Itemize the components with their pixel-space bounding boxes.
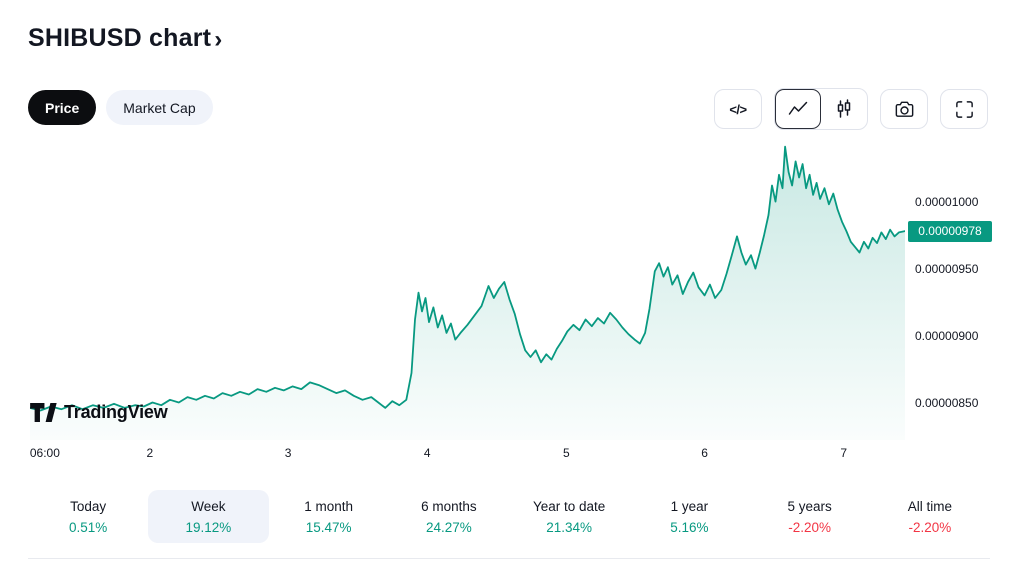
range-change: 19.12% bbox=[185, 519, 232, 535]
range-bar: Today 0.51% Week 19.12% 1 month 15.47% 6 month… bbox=[28, 490, 990, 543]
range-change: 24.27% bbox=[425, 519, 472, 535]
source-code-button[interactable]: </> bbox=[714, 89, 762, 129]
fullscreen-button[interactable] bbox=[940, 89, 988, 129]
price-chart-svg[interactable] bbox=[30, 140, 905, 440]
range-5-years[interactable]: 5 years -2.20% bbox=[750, 490, 870, 543]
toggle-price[interactable]: Price bbox=[28, 90, 97, 125]
price-scale-label: 0.00001000 bbox=[915, 194, 979, 209]
chart-toolbar: </> bbox=[714, 88, 988, 130]
range-year-to-date[interactable]: Year to date 21.34% bbox=[509, 490, 629, 543]
area-chart-icon bbox=[788, 101, 808, 115]
range-all-time[interactable]: All time -2.20% bbox=[870, 490, 990, 543]
range-change: 5.16% bbox=[670, 519, 709, 535]
chevron-right-icon[interactable]: › bbox=[214, 25, 223, 53]
tradingview-logo-icon bbox=[30, 402, 57, 423]
range-6-months[interactable]: 6 months 24.27% bbox=[389, 490, 509, 543]
current-price-badge: 0.00000978 bbox=[908, 221, 992, 243]
candlestick-icon bbox=[837, 99, 851, 118]
code-icon: </> bbox=[729, 101, 747, 117]
bottom-divider bbox=[28, 558, 990, 559]
time-scale-label: 4 bbox=[423, 446, 431, 460]
series-toggle-group: Price Market Cap bbox=[28, 90, 213, 125]
toggle-market-cap[interactable]: Market Cap bbox=[106, 90, 213, 125]
price-scale[interactable]: 0.00001000 0.00000950 0.00000900 0.00000850… bbox=[908, 140, 1016, 440]
tradingview-watermark: TradingView bbox=[30, 402, 168, 423]
range-change: -2.20% bbox=[908, 519, 952, 535]
time-scale-label: 06:00 bbox=[29, 446, 60, 460]
price-scale-label: 0.00000900 bbox=[915, 328, 979, 343]
range-1-month[interactable]: 1 month 15.47% bbox=[269, 490, 389, 543]
range-change: 21.34% bbox=[546, 519, 593, 535]
page-title[interactable]: SHIBUSD chart › bbox=[28, 24, 222, 53]
price-scale-label: 0.00000950 bbox=[915, 261, 979, 276]
time-scale-label: 2 bbox=[146, 446, 154, 460]
range-today[interactable]: Today 0.51% bbox=[28, 490, 148, 543]
range-change: 0.51% bbox=[68, 519, 108, 535]
range-change: -2.20% bbox=[788, 519, 832, 535]
price-scale-label: 0.00000850 bbox=[915, 395, 979, 410]
range-label: 1 month bbox=[304, 498, 354, 514]
fullscreen-icon bbox=[955, 100, 973, 118]
range-label: 1 year bbox=[670, 498, 709, 514]
time-scale[interactable]: 06:00 2 3 4 5 6 7 bbox=[30, 446, 905, 462]
range-1-year[interactable]: 1 year 5.16% bbox=[629, 490, 749, 543]
time-scale-label: 6 bbox=[701, 446, 708, 460]
range-change: 15.47% bbox=[305, 519, 352, 535]
time-scale-label: 3 bbox=[284, 446, 292, 460]
time-scale-label: 7 bbox=[840, 446, 848, 460]
chart-line bbox=[30, 145, 905, 412]
chart-type-group bbox=[774, 88, 868, 130]
tradingview-watermark-text: TradingView bbox=[64, 402, 168, 422]
chart-area-fill bbox=[30, 146, 905, 440]
candlestick-chart-button[interactable] bbox=[821, 89, 867, 129]
time-scale-label: 5 bbox=[563, 446, 570, 460]
range-label: Today bbox=[70, 498, 107, 514]
range-label: Week bbox=[191, 498, 226, 514]
range-label: 5 years bbox=[787, 498, 832, 514]
range-week[interactable]: Week 19.12% bbox=[148, 490, 269, 543]
camera-icon bbox=[895, 101, 913, 117]
range-label: Year to date bbox=[532, 498, 606, 514]
snapshot-button[interactable] bbox=[880, 89, 928, 129]
range-label: All time bbox=[907, 498, 952, 514]
area-chart-button[interactable] bbox=[775, 89, 821, 129]
page-title-text: SHIBUSD chart bbox=[28, 24, 212, 52]
range-label: 6 months bbox=[421, 498, 477, 514]
